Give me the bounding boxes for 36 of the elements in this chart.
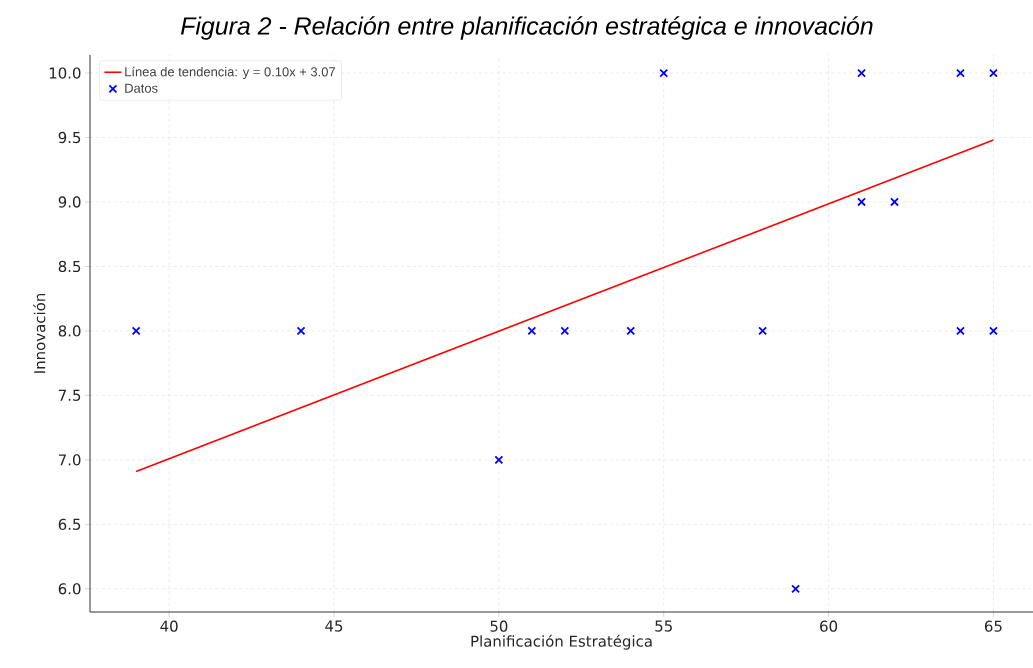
- x-tick-label: 50: [490, 620, 508, 632]
- legend-label: Línea de tendencia: y = 0.10x + 3.07: [125, 66, 335, 79]
- point: [857, 197, 866, 207]
- point: [626, 326, 636, 336]
- point: [560, 326, 570, 336]
- y-tick-label: 6.5: [58, 518, 81, 530]
- point: [527, 326, 537, 336]
- legend-label: Datos: [125, 83, 158, 93]
- point: [296, 326, 306, 336]
- y-tick-label: 7.5: [58, 389, 81, 401]
- x-tick-label: 40: [160, 620, 178, 632]
- y-tick-label: 9.5: [58, 131, 81, 144]
- y-axis-title: Innovación: [33, 294, 46, 373]
- point: [131, 326, 141, 336]
- y-tick-label: 6.0: [58, 583, 81, 595]
- y-tick-label: 10.0: [49, 67, 81, 79]
- y-tick-label: 9.0: [58, 196, 81, 208]
- point: [989, 68, 998, 78]
- point: [758, 326, 768, 336]
- y-tick-label: 8.5: [58, 260, 81, 273]
- point: [890, 197, 899, 207]
- y-tick-label: 7.0: [58, 454, 81, 466]
- point: [659, 68, 669, 78]
- chart-title: Figura 2 - Relación entre planificación estratégica e innovación: [180, 16, 873, 40]
- point: [956, 326, 965, 336]
- x-tick-label: 60: [820, 620, 838, 632]
- point: [791, 584, 801, 594]
- x-axis-title: Planificación Estratégica: [471, 634, 652, 650]
- point: [857, 68, 866, 78]
- x-tick-label: 55: [655, 620, 672, 632]
- y-tick-label: 8.0: [58, 325, 81, 337]
- x-tick-label: 45: [325, 620, 343, 632]
- point: [989, 326, 998, 336]
- point: [956, 68, 965, 78]
- point: [494, 455, 504, 465]
- x-tick-label: 65: [984, 620, 1002, 632]
